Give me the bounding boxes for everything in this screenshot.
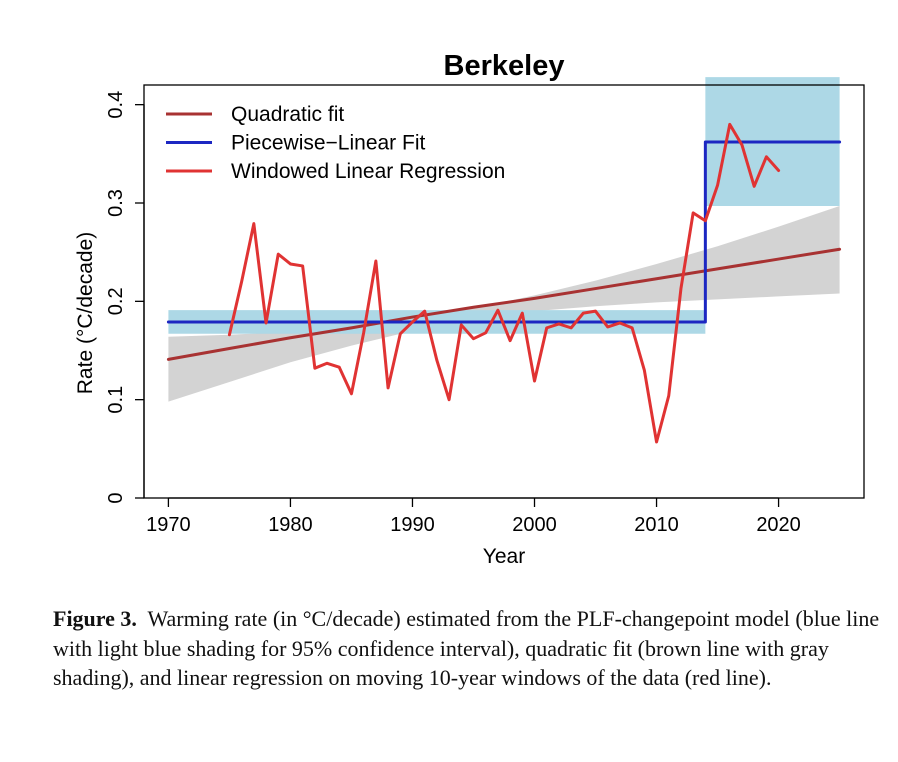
legend-label-windowed-linear-regression: Windowed Linear Regression [231, 160, 505, 183]
x-axis-label: Year [483, 545, 525, 568]
caption-label: Figure 3. [53, 606, 137, 631]
x-tick-label: 2010 [634, 514, 679, 536]
y-axis: 0 0.1 0.2 0.3 0.4 [105, 91, 145, 504]
y-tick-label: 0 [105, 492, 127, 503]
series-line-quadratic-fit [166, 247, 842, 361]
chart: Berkeley 1970 1980 1990 2000 2010 2020 0 0.1 0.… [74, 50, 865, 568]
x-tick-label: 2020 [756, 514, 801, 536]
y-tick-label: 0.1 [105, 386, 127, 414]
x-tick-label: 1980 [268, 514, 313, 536]
series-line-windowed-linear-regression [227, 122, 781, 444]
x-tick-label: 1970 [146, 514, 191, 536]
y-axis-label: Rate (°C/decade) [74, 232, 97, 394]
legend: Quadratic fit Piecewise−Linear Fit Windowe… [166, 103, 505, 183]
y-tick-label: 0.4 [105, 91, 127, 119]
x-axis: 1970 1980 1990 2000 2010 2020 [146, 497, 801, 536]
x-tick-label: 2000 [512, 514, 557, 536]
caption-text: Warming rate (in °C/decade) estimated fr… [53, 606, 880, 690]
legend-label-piecewise-linear-fit: Piecewise−Linear Fit [231, 132, 426, 155]
figure-caption: Figure 3. Warming rate (in °C/decade) es… [53, 604, 883, 693]
y-tick-label: 0.2 [105, 287, 127, 315]
series-line-piecewise-linear-fit [166, 140, 842, 324]
x-tick-label: 1990 [390, 514, 435, 536]
legend-label-quadratic-fit: Quadratic fit [231, 103, 344, 126]
y-tick-label: 0.3 [105, 189, 127, 217]
chart-title: Berkeley [444, 50, 565, 82]
